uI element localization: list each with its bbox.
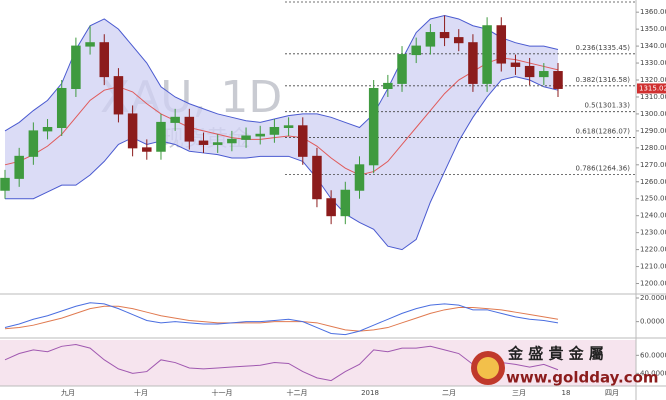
y-tick-label: 1350.00 [640, 25, 666, 33]
y-tick-label: 20.0000 [640, 294, 666, 302]
candle-body [482, 25, 492, 84]
x-tick-label: 2018 [361, 389, 379, 397]
x-tick-label: 九月 [61, 388, 75, 397]
y-tick-label: 1210.00 [640, 263, 666, 271]
y-tick-label: 1330.00 [640, 59, 666, 67]
last-price-label: 1315.02 [639, 84, 666, 92]
candle-body [71, 45, 81, 89]
fib-label: 0.618(1286.07) [576, 128, 631, 136]
candle-body [255, 133, 265, 137]
band-lower [5, 76, 559, 251]
candle-body [397, 54, 407, 84]
candle-body [99, 42, 110, 78]
candle-body [539, 71, 549, 78]
candle-body [0, 177, 10, 191]
y-tick-label: 1280.00 [640, 144, 666, 152]
x-tick-label: 三月 [512, 389, 526, 397]
y-tick-label: 1240.00 [640, 212, 666, 220]
candle-body [510, 62, 521, 67]
candle-body [453, 37, 464, 44]
logo-name: 金 盛 貴 金 屬 [507, 345, 604, 363]
last-price-box [637, 83, 666, 94]
logo-url: www.goldday.com [506, 369, 659, 387]
rsi-line [4, 344, 559, 382]
y-tick-label: 0.0000 [640, 318, 665, 326]
candle-body [298, 125, 308, 157]
candle-body [170, 116, 180, 123]
candle-body [439, 32, 450, 39]
candle-body [269, 126, 280, 135]
logo: 金 盛 貴 金 屬 www.goldday.com [471, 345, 659, 387]
candle-body [156, 121, 166, 152]
candle-body [383, 82, 393, 89]
y-tick-label: 1310.00 [640, 93, 666, 101]
candle-body [56, 87, 67, 128]
fib-label: 0.382(1316.58) [576, 76, 631, 84]
logo-icon-inner [477, 357, 499, 379]
y-tick-label: 1260.00 [640, 178, 666, 186]
candle-body [312, 155, 322, 200]
fib-label: 0.236(1335.45) [576, 44, 631, 52]
band-middle [4, 57, 559, 176]
candle-body [212, 142, 223, 145]
y-tick-label: 1270.00 [640, 161, 666, 169]
candle-body [113, 76, 124, 115]
candle-body [354, 164, 365, 191]
macd-line [4, 302, 559, 336]
candle-body [411, 45, 421, 56]
y-tick-label: 1220.00 [640, 246, 666, 254]
candle-body [496, 25, 507, 64]
candle-body [326, 198, 336, 217]
candle-body [198, 140, 209, 145]
fib-label: 0.786(1264.36) [576, 164, 631, 172]
candle-body [127, 113, 138, 149]
candle-body [241, 135, 251, 140]
y-tick-label: 60.0000 [640, 351, 666, 359]
y-tick-label: 1230.00 [640, 229, 666, 237]
candle-body [553, 71, 563, 89]
band-upper [4, 15, 559, 132]
candle-body [184, 116, 195, 142]
candle-body [368, 87, 379, 166]
candle-body [28, 130, 39, 157]
y-tick-label: 1320.00 [640, 76, 666, 84]
y-tick-label: 1290.00 [640, 127, 666, 135]
candle-body [283, 125, 294, 128]
candle-body [227, 138, 237, 144]
y-tick-label: 1300.00 [640, 110, 666, 118]
candle-body [42, 126, 53, 132]
x-tick-label: 十一月 [212, 388, 233, 397]
candle-body [85, 42, 95, 47]
fib-label: 0.5(1301.33) [584, 102, 630, 110]
candle-body [142, 147, 152, 152]
band-fill [5, 15, 558, 250]
y-tick-label: 1200.00 [640, 280, 666, 288]
x-tick-label: 二月 [442, 389, 456, 397]
x-tick-label: 18 [562, 389, 571, 397]
y-tick-label: 1340.00 [640, 42, 666, 50]
candle-body [425, 32, 436, 47]
x-tick-label: 四月 [605, 389, 619, 397]
candle-body [340, 189, 351, 217]
y-tick-label: 1360.00 [640, 8, 666, 16]
x-tick-label: 十二月 [287, 388, 308, 397]
x-tick-label: 十月 [134, 388, 148, 397]
candle-body [524, 65, 535, 78]
candle-body [468, 42, 478, 84]
candle-body [14, 155, 24, 179]
y-tick-label: 1250.00 [640, 195, 666, 203]
y-tick-label: 40.0000 [640, 369, 666, 377]
